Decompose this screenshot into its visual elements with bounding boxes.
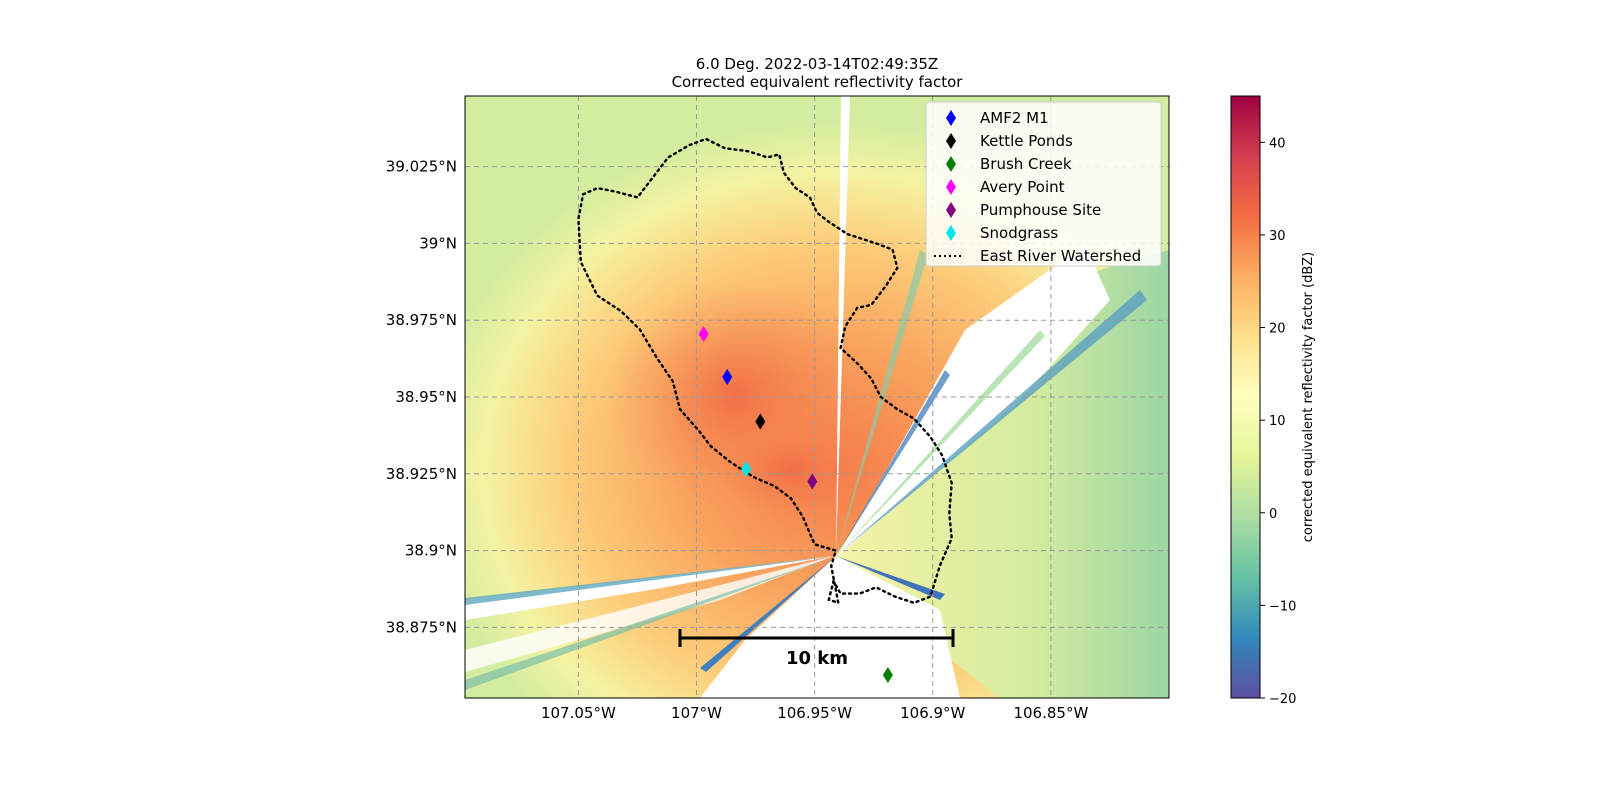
- radial-streak-2: [465, 556, 836, 605]
- radial-streak-5: [836, 370, 950, 556]
- legend-box: [925, 101, 1162, 267]
- legend-label-watershed: East River Watershed: [980, 247, 1141, 265]
- legend-label: Brush Creek: [980, 155, 1072, 173]
- colorbar-tick-label: 0: [1269, 507, 1277, 522]
- legend-marker-kettle-ponds: [946, 133, 956, 149]
- title-line-1: 6.0 Deg. 2022-03-14T02:49:35Z: [696, 55, 938, 73]
- x-axis-tick-labels: 107.05°W 107°W 106.95°W 106.9°W 106.85°W: [541, 704, 1088, 722]
- colorbar-tick-label: 20: [1269, 322, 1286, 337]
- colorbar-tick-label: 10: [1269, 414, 1286, 429]
- map-frame: [464, 95, 1170, 699]
- scale-bar-label: 10 km: [786, 648, 848, 669]
- radial-streak-1: [700, 556, 836, 672]
- y-tick-label: 38.925°N: [386, 465, 457, 483]
- site-marker-brush-creek: [882, 666, 893, 683]
- y-tick-label: 39°N: [419, 234, 457, 252]
- radial-streak-8: [836, 330, 1045, 556]
- radial-streak-7: [465, 556, 836, 690]
- y-tick-label: 38.9°N: [405, 542, 457, 560]
- x-tick-label: 107.05°W: [541, 704, 616, 722]
- site-marker-snodgrass: [741, 461, 752, 478]
- clear-air-gap-north: [836, 96, 850, 556]
- colorbar-tick-label: −20: [1269, 692, 1296, 707]
- colorbar-label: corrected equivalent reflectivity factor…: [1301, 252, 1316, 543]
- radial-streak-3: [836, 556, 945, 600]
- colorbar-tick-label: 30: [1269, 229, 1286, 244]
- y-tick-label: 38.975°N: [386, 311, 457, 329]
- y-tick-label: 38.95°N: [395, 388, 457, 406]
- legend-marker-amf2-m1: [946, 110, 956, 126]
- legend-label: Pumphouse Site: [980, 201, 1101, 219]
- legend-marker-pumphouse-site: [946, 202, 956, 218]
- x-tick-label: 107°W: [671, 704, 722, 722]
- colorbar-ticks: −20 −10 0 10 20 30 40: [1260, 136, 1296, 707]
- clear-air-wedge-east: [838, 245, 1110, 556]
- legend-label: Kettle Ponds: [980, 132, 1073, 150]
- legend-label: Avery Point: [980, 178, 1065, 196]
- y-tick-label: 38.875°N: [386, 618, 457, 636]
- colorbar-tick-label: −10: [1269, 599, 1296, 614]
- y-tick-label: 39.025°N: [386, 158, 457, 176]
- clear-air-wedge-southwest-2: [465, 556, 834, 672]
- y-axis-tick-labels: 38.875°N 38.9°N 38.925°N 38.95°N 38.975°N 39°…: [386, 158, 457, 637]
- colorbar: −20 −10 0 10 20 30 40 corrected equivalent ref…: [1230, 95, 1316, 707]
- site-marker-kettle-ponds: [755, 413, 766, 430]
- legend-entries: AMF2 M1 Kettle Ponds Brush Creek Avery Poin…: [934, 109, 1141, 265]
- radial-streak-6: [836, 250, 928, 556]
- title-line-2: Corrected equivalent reflectivity factor: [672, 73, 964, 91]
- legend-label: Snodgrass: [980, 224, 1058, 242]
- scale-bar: 10 km: [678, 629, 955, 669]
- colorbar-tick-label: 40: [1269, 136, 1286, 151]
- legend-marker-snodgrass: [946, 225, 956, 241]
- legend-marker-brush-creek: [946, 156, 956, 172]
- site-marker-pumphouse-site: [807, 473, 818, 490]
- site-markers: [698, 326, 893, 683]
- east-river-watershed-outline: [577, 137, 953, 605]
- x-tick-label: 106.85°W: [1013, 704, 1088, 722]
- x-tick-label: 106.9°W: [900, 704, 965, 722]
- legend-label: AMF2 M1: [980, 109, 1049, 127]
- x-tick-label: 106.95°W: [777, 704, 852, 722]
- site-marker-avery-point: [698, 326, 709, 343]
- legend-marker-avery-point: [946, 179, 956, 195]
- colorbar-ramp: [1230, 95, 1261, 699]
- radial-streak-4: [836, 290, 1147, 556]
- legend: AMF2 M1 Kettle Ponds Brush Creek Avery Poin…: [925, 101, 1162, 267]
- reflectivity-core-south: [720, 420, 860, 520]
- site-marker-amf2-m1: [722, 369, 733, 386]
- clear-air-wedge-southwest: [465, 556, 834, 620]
